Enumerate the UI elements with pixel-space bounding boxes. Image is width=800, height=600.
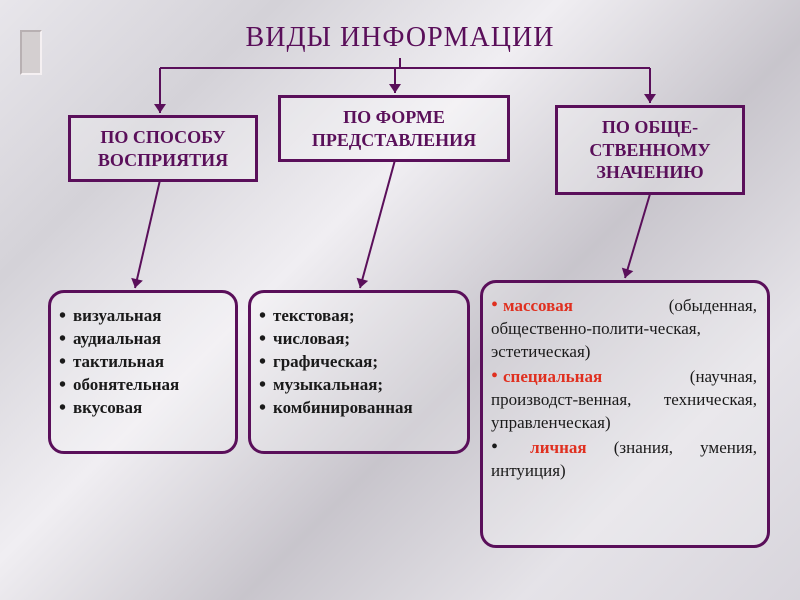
- list-item: • личная (знания, умения, интуиция): [491, 437, 757, 483]
- list-item: музыкальная;: [259, 374, 457, 397]
- side-accent: [20, 30, 42, 75]
- category-box-form: ПО ФОРМЕПРЕДСТАВЛЕНИЯ: [278, 95, 510, 162]
- list-item: комбинированная: [259, 397, 457, 420]
- category-box-perception: ПО СПОСОБУВОСПРИЯТИЯ: [68, 115, 258, 182]
- diagram-title: ВИДЫ ИНФОРМАЦИИ: [0, 0, 800, 54]
- list-item: визуальная: [59, 305, 225, 328]
- detail-box-social: •массовая (обыденная, общественно-полити…: [480, 280, 770, 548]
- list-item: вкусовая: [59, 397, 225, 420]
- list-item: обонятельная: [59, 374, 225, 397]
- list-item: аудиальная: [59, 328, 225, 351]
- detail-box-perception: визуальная аудиальная тактильнаяобонятел…: [48, 290, 238, 454]
- list-item: числовая;: [259, 328, 457, 351]
- category-box-social: ПО ОБЩЕ-СТВЕННОМУЗНАЧЕНИЮ: [555, 105, 745, 195]
- list-item: тактильная: [59, 351, 225, 374]
- list-item: графическая;: [259, 351, 457, 374]
- detail-box-form: текстовая;числовая;графическая;музыкальн…: [248, 290, 470, 454]
- list-item: •массовая (обыденная, общественно-полити…: [491, 295, 757, 364]
- list-item: •специальная (научная, производст-венная…: [491, 366, 757, 435]
- list-item: текстовая;: [259, 305, 457, 328]
